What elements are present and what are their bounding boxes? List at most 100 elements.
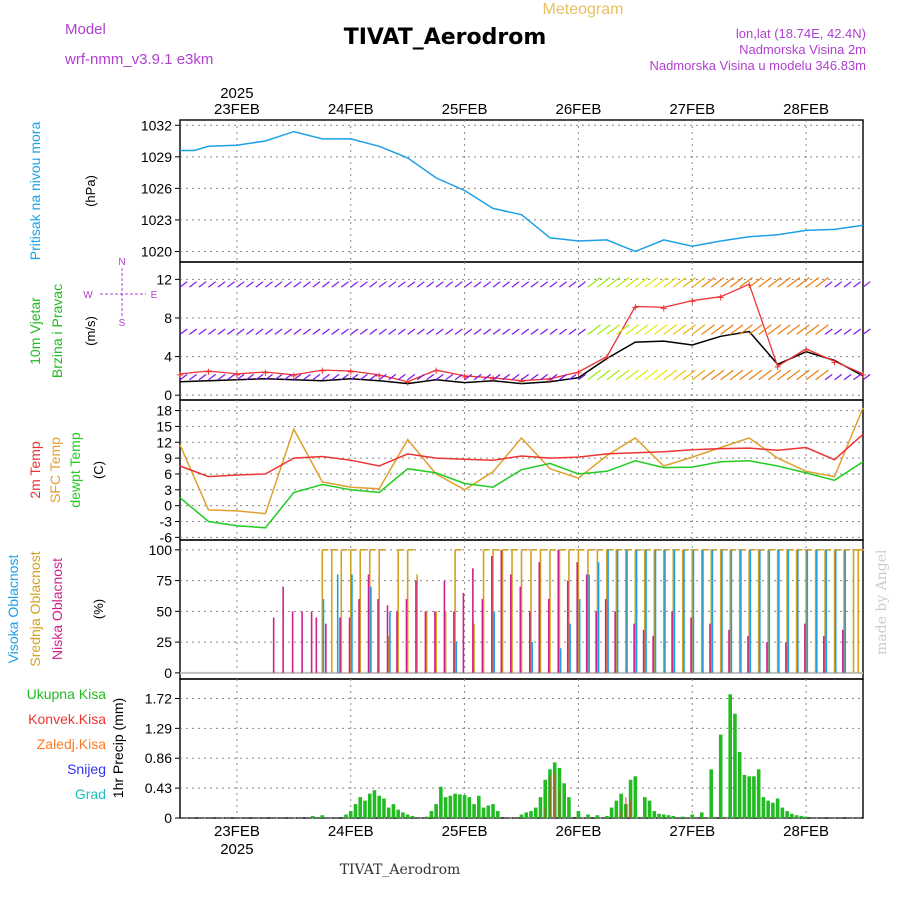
wind-direction-arrow (663, 369, 677, 381)
wind-direction-arrow (739, 369, 753, 381)
wind-direction-arrow (483, 373, 492, 381)
wind-direction-arrow (511, 328, 520, 335)
wind-direction-arrow (274, 328, 283, 335)
precip-total-bar (804, 816, 808, 818)
wind-direction-arrow (540, 373, 549, 381)
wind-direction-arrow (359, 373, 368, 381)
top-day-label: 24FEB (328, 101, 374, 118)
wind-direction-arrow (397, 281, 406, 288)
precip-total-bar (391, 804, 396, 818)
wind-direction-arrow (445, 373, 454, 381)
wind-direction-arrow (435, 373, 444, 381)
wind-direction-arrow (815, 277, 829, 288)
wind-direction-arrow (511, 281, 520, 288)
wind-direction-arrow (606, 324, 621, 335)
wind-gust-marker: + (176, 367, 184, 382)
wind-direction-arrow (312, 328, 321, 335)
precip-total-bar (491, 804, 495, 818)
wind-direction-arrow (407, 281, 416, 288)
wind-direction-arrow (767, 369, 782, 381)
wind-direction-arrow (454, 281, 463, 288)
wind-direction-arrow (672, 324, 687, 335)
precip-total-bar (477, 795, 481, 818)
wind-direction-arrow (606, 369, 621, 381)
top-day-label: 27FEB (669, 101, 715, 118)
subtitle: Meteogram (543, 1, 624, 18)
y-tick-label: 100 (149, 542, 173, 558)
wind-direction-arrow (331, 281, 340, 288)
wind-direction-arrow (378, 373, 387, 381)
panel-3: 0 25 50 75 100 (149, 539, 864, 681)
wind-direction-arrow (843, 281, 852, 288)
y-tick-label: 18 (156, 403, 172, 419)
wind-direction-arrow (720, 277, 734, 288)
precip-total-bar (439, 786, 443, 818)
wind-ylabel: (m/s) (83, 316, 98, 346)
wind-direction-arrow (616, 369, 630, 381)
wind-direction-arrow (217, 281, 226, 288)
wind-direction-arrow (350, 281, 359, 288)
wind-direction-arrow (312, 281, 321, 288)
top-year-label: 2025 (220, 85, 253, 102)
precip-total-bar (742, 774, 747, 818)
y-tick-label: 1020 (141, 243, 172, 259)
precip-total-bar (448, 795, 453, 818)
precip-total-bar (410, 815, 415, 818)
temp-legend-sfc: SFC Temp (47, 437, 63, 503)
wind-direction-arrow (227, 373, 235, 381)
wind-gust-marker: + (575, 365, 583, 380)
wind-gust-line (179, 283, 864, 383)
wind-direction-arrow (796, 324, 810, 335)
precip-legend-item: Snijeg (67, 761, 106, 777)
wind-direction-arrow (189, 281, 198, 288)
wind-direction-arrow (407, 328, 416, 335)
dewpt-temp-line (179, 460, 864, 529)
precip-legend-item: Ukupna Kisa (27, 686, 107, 702)
wind-direction-arrow (426, 328, 435, 335)
wind-direction-arrow (217, 373, 226, 381)
panel-0: 1020 1023 1026 1029 1032 (141, 117, 864, 263)
y-tick-label: 6 (164, 466, 172, 482)
y-tick-label: -6 (160, 529, 173, 545)
y-tick-label: 75 (156, 573, 172, 589)
precip-total-bar (614, 800, 619, 818)
wind-direction-arrow (758, 277, 772, 288)
credit: made by Angel (874, 549, 890, 655)
y-tick-label: 1029 (141, 149, 172, 165)
wind-direction-arrow (521, 281, 530, 288)
wind-direction-arrow (568, 373, 577, 381)
wind-direction-arrow (587, 324, 602, 335)
wind-direction-arrow (464, 328, 473, 335)
precip-total-bar (348, 811, 353, 818)
cloud-ylabel: (%) (91, 599, 106, 619)
wind-direction-arrow (748, 277, 763, 288)
wind-direction-arrow (445, 328, 454, 335)
wind-direction-arrow (274, 373, 283, 381)
wind-title: 10m Vjetar (27, 297, 43, 365)
precip-total-bar (543, 779, 548, 818)
precip-total-bar (382, 798, 386, 818)
wind-direction-arrow (824, 328, 833, 335)
wind-direction-arrow (217, 328, 226, 335)
precip-total-bar (405, 814, 410, 818)
wind-gust-marker: + (375, 368, 383, 383)
cloud-legend-high: Visoka Oblacnost (5, 555, 21, 664)
bottom-day-label: 26FEB (555, 823, 601, 840)
wind-direction-arrow (198, 281, 207, 288)
wind-direction-arrow (653, 324, 668, 335)
wind-direction-arrow (265, 281, 273, 288)
precip-total-bar (699, 812, 704, 818)
sfc-temp-line (179, 407, 864, 515)
wind-direction-arrow (796, 277, 810, 288)
bottom-year-label: 2025 (220, 841, 253, 858)
wind-direction-arrow (208, 373, 217, 381)
wind-direction-arrow (492, 281, 501, 288)
precip-total-bar (761, 797, 766, 818)
pressure-ylabel: (hPa) (83, 175, 98, 207)
wind-direction-arrow (293, 328, 302, 335)
wind-direction-arrow (824, 373, 833, 381)
wind-direction-arrow (502, 373, 511, 381)
wind-direction-arrow (227, 328, 235, 335)
precip-total-bar (657, 813, 661, 818)
